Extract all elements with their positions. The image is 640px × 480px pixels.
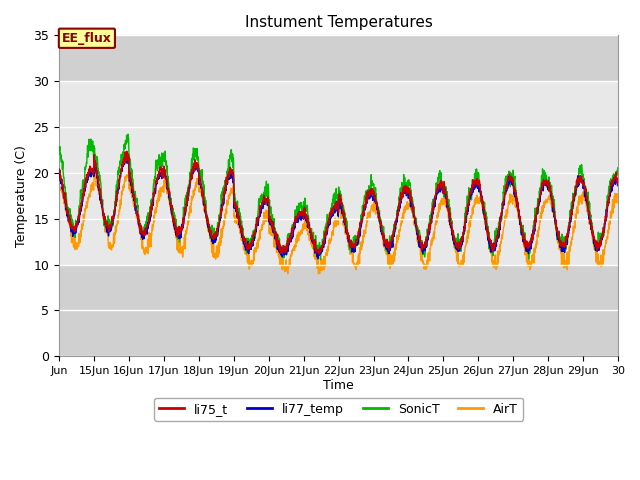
Title: Instument Temperatures: Instument Temperatures <box>244 15 433 30</box>
X-axis label: Time: Time <box>323 379 354 392</box>
Text: EE_flux: EE_flux <box>62 32 112 45</box>
Legend: li75_t, li77_temp, SonicT, AirT: li75_t, li77_temp, SonicT, AirT <box>154 398 523 420</box>
Bar <box>59 81 618 264</box>
Y-axis label: Temperature (C): Temperature (C) <box>15 145 28 247</box>
